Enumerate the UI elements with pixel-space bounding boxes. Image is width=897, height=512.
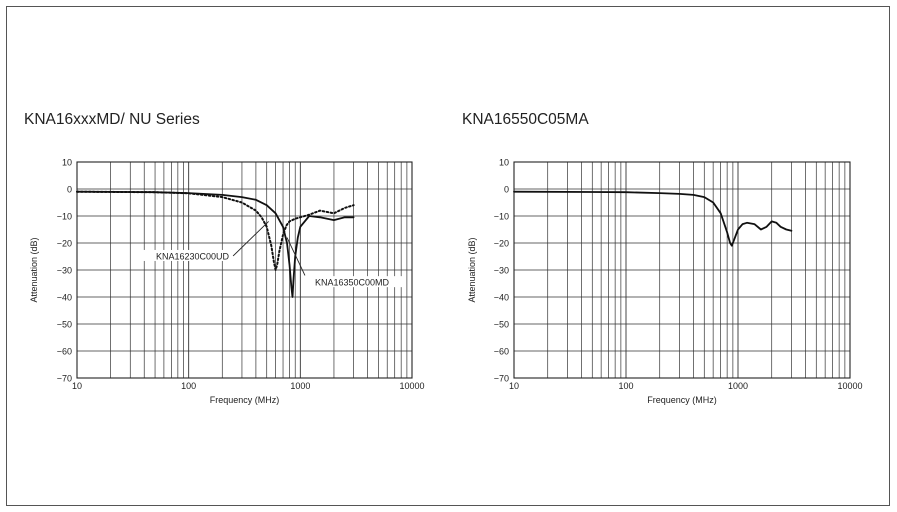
x-tick-label: 10 — [509, 381, 519, 391]
y-tick-label: −60 — [494, 347, 509, 357]
y-axis-label: Attenuation (dB) — [467, 237, 477, 302]
annotation-label-bg — [136, 249, 228, 261]
y-tick-label: −70 — [494, 374, 509, 384]
annotation-label-bg — [314, 276, 406, 288]
y-tick-label: −40 — [57, 293, 72, 303]
y-tick-label: −30 — [494, 266, 509, 276]
y-tick-label: −40 — [494, 293, 509, 303]
x-tick-label: 100 — [618, 381, 633, 391]
y-tick-label: −60 — [57, 347, 72, 357]
x-tick-label: 1000 — [728, 381, 748, 391]
y-tick-label: −20 — [494, 239, 509, 249]
figure-frame — [6, 6, 890, 506]
y-tick-label: −70 — [57, 374, 72, 384]
series-line-2 — [76, 190, 355, 271]
annotation-label: KNA16350C00MD — [315, 278, 390, 288]
x-tick-label: 100 — [181, 381, 196, 391]
series-line-1 — [76, 190, 355, 298]
y-tick-label: 10 — [499, 158, 509, 168]
annotation-label: KNA16230C00UD — [156, 251, 230, 261]
y-tick-label: 0 — [504, 185, 509, 195]
annotation-leader-line — [232, 221, 269, 257]
x-axis-label: Frequency (MHz) — [210, 395, 280, 405]
series-line-1 — [513, 190, 793, 247]
y-tick-label: 10 — [62, 158, 72, 168]
x-tick-label: 10000 — [837, 381, 862, 391]
y-tick-label: 0 — [67, 185, 72, 195]
x-tick-label: 10000 — [399, 381, 424, 391]
y-tick-label: −10 — [57, 212, 72, 222]
x-tick-label: 10 — [72, 381, 82, 391]
chart-title-left: KNA16xxxMD/ NU Series — [24, 111, 200, 128]
plot-border — [513, 161, 851, 379]
plot-border — [76, 161, 413, 379]
y-axis-label: Attenuation (dB) — [29, 237, 39, 302]
y-tick-label: −10 — [494, 212, 509, 222]
y-tick-label: −30 — [57, 266, 72, 276]
x-tick-label: 1000 — [290, 381, 310, 391]
annotation-leader-line — [286, 237, 306, 276]
chart-title-right: KNA16550C05MA — [462, 111, 589, 128]
x-axis-label: Frequency (MHz) — [647, 395, 717, 405]
y-tick-label: −20 — [57, 239, 72, 249]
y-tick-label: −50 — [494, 320, 509, 330]
y-tick-label: −50 — [57, 320, 72, 330]
